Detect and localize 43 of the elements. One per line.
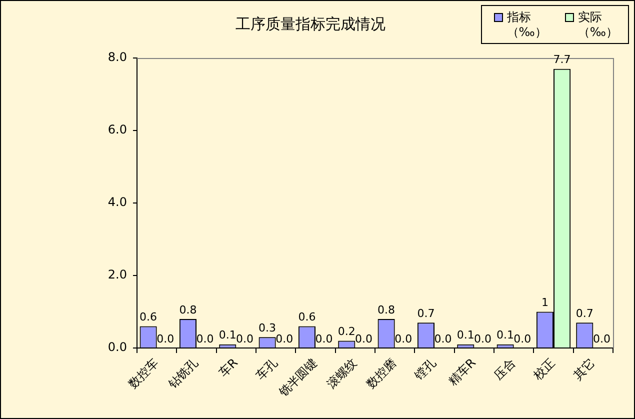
data-label: 0.8: [179, 303, 197, 316]
data-label: 7.7: [553, 53, 571, 66]
data-label: 0.0: [196, 332, 214, 346]
data-label: 0.7: [576, 306, 594, 320]
data-label: 0.0: [474, 332, 492, 346]
x-tick-label: 精车R: [446, 356, 478, 388]
y-tick-label: 2.0: [108, 268, 127, 282]
data-label: 0.1: [496, 328, 514, 342]
data-label: 1: [541, 296, 548, 310]
x-tick-label: 数控磨: [364, 356, 400, 391]
y-tick-label: 4.0: [108, 195, 127, 210]
legend-label: 指标（‰）: [506, 10, 547, 40]
y-tick-label: 6.0: [108, 122, 127, 137]
data-label: 0.2: [338, 325, 356, 338]
x-tick-label: 钻铣孔: [164, 356, 201, 392]
data-label: 0.0: [434, 332, 452, 346]
data-label: 0.1: [456, 328, 474, 342]
x-tick-label: 镗孔: [411, 356, 439, 384]
data-label: 0.6: [298, 310, 316, 324]
x-tick-label: 数控车: [126, 356, 162, 391]
x-tick-label: 车R: [216, 356, 240, 380]
legend-label: 实际（‰）: [578, 10, 618, 40]
data-label: 0.0: [315, 332, 333, 346]
data-label: 0.0: [156, 332, 174, 346]
x-tick-label: 压合: [491, 356, 518, 382]
data-label: 0.0: [236, 332, 254, 346]
data-label: 0.3: [258, 321, 276, 334]
chart-title: 工序质量指标完成情况: [236, 14, 386, 33]
data-label: 0.0: [354, 332, 372, 346]
data-label: 0.8: [378, 303, 396, 316]
x-tick-label: 滚螺纹: [324, 356, 360, 391]
y-tick-label: 0.0: [108, 340, 127, 354]
data-label: 0.0: [592, 332, 610, 346]
x-tick-label: 校正: [530, 356, 558, 384]
data-label: 0.7: [417, 306, 435, 320]
data-label: 0.0: [276, 332, 294, 346]
data-label: 0.0: [394, 332, 412, 346]
data-label: 0.6: [140, 310, 158, 324]
x-tick-label: 其它: [570, 356, 598, 382]
x-tick-label: 车孔: [253, 356, 280, 382]
data-label: 0.1: [218, 328, 236, 342]
y-tick-label: 8.0: [108, 50, 127, 64]
data-label: 0.0: [514, 332, 532, 346]
